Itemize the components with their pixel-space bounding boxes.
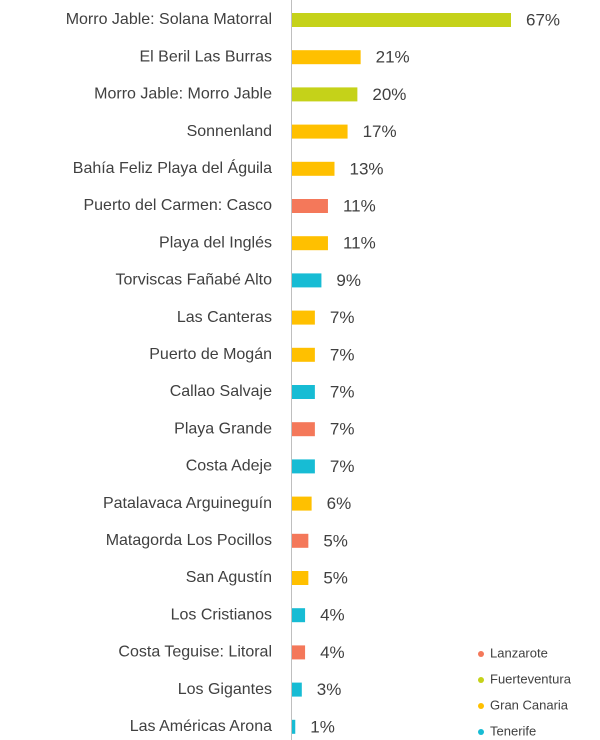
value-label: 5% [323, 531, 348, 550]
value-label: 11% [343, 234, 376, 253]
legend-marker [478, 651, 484, 657]
category-label: Bahía Feliz Playa del Águila [73, 158, 272, 177]
value-label: 4% [320, 643, 345, 662]
bar [292, 50, 361, 65]
legend-marker [478, 703, 484, 709]
category-label: Los Gigantes [178, 681, 272, 698]
bar [292, 719, 296, 734]
bar [292, 199, 328, 213]
category-label: Las Canteras [177, 309, 272, 326]
value-label: 6% [327, 494, 352, 513]
category-label: Los Cristianos [171, 606, 272, 623]
category-label: El Beril Las Burras [140, 48, 273, 65]
value-label: 5% [323, 568, 348, 587]
bar [292, 571, 309, 585]
category-label: Matagorda Los Pocillos [106, 532, 272, 549]
bar [292, 310, 315, 325]
category-label: Playa Grande [174, 420, 272, 437]
category-label: Puerto del Carmen: Casco [83, 197, 272, 214]
value-label: 21% [376, 48, 410, 67]
bar [292, 124, 348, 139]
value-label: 7% [330, 382, 355, 401]
value-label: 67% [526, 10, 560, 29]
value-label: 7% [330, 345, 355, 364]
bar [292, 422, 315, 437]
bar [292, 161, 335, 176]
legend-label: Fuerteventura [490, 671, 572, 686]
value-label: 7% [330, 420, 355, 439]
value-label: 3% [317, 680, 342, 699]
bar [292, 682, 302, 697]
bar [292, 459, 315, 474]
category-label: Patalavaca Arguineguín [103, 495, 272, 512]
legend-label: Lanzarote [490, 645, 548, 660]
bar [292, 13, 511, 27]
category-label: Callao Salvaje [170, 383, 272, 400]
bar [292, 608, 306, 623]
bar [292, 87, 358, 102]
legend-label: Tenerife [490, 723, 536, 738]
value-label: 13% [349, 159, 383, 178]
bar [292, 273, 322, 288]
category-label: Torviscas Fañabé Alto [115, 272, 272, 289]
category-label: Playa del Inglés [159, 234, 272, 251]
value-label: 20% [372, 85, 406, 104]
bar [292, 385, 315, 399]
bar [292, 496, 312, 511]
value-label: 17% [363, 122, 397, 141]
bar [292, 533, 309, 548]
category-label: Sonnenland [187, 123, 272, 140]
legend-marker [478, 729, 484, 735]
bar [292, 347, 315, 362]
value-label: 7% [330, 457, 355, 476]
category-label: Morro Jable: Morro Jable [94, 86, 272, 103]
category-label: San Agustín [186, 569, 272, 586]
category-label: Costa Teguise: Litoral [118, 644, 272, 661]
legend-label: Gran Canaria [490, 697, 569, 712]
value-label: 4% [320, 606, 345, 625]
value-label: 9% [336, 271, 361, 290]
bar [292, 645, 306, 660]
value-label: 11% [343, 196, 376, 215]
category-label: Costa Adeje [186, 458, 272, 475]
value-label: 1% [310, 717, 335, 736]
category-label: Puerto de Mogán [149, 346, 272, 363]
category-label: Las Américas Arona [130, 718, 272, 735]
bar [292, 236, 328, 251]
legend-marker [478, 677, 484, 683]
category-label: Morro Jable: Solana Matorral [66, 11, 272, 28]
value-label: 7% [330, 308, 355, 327]
